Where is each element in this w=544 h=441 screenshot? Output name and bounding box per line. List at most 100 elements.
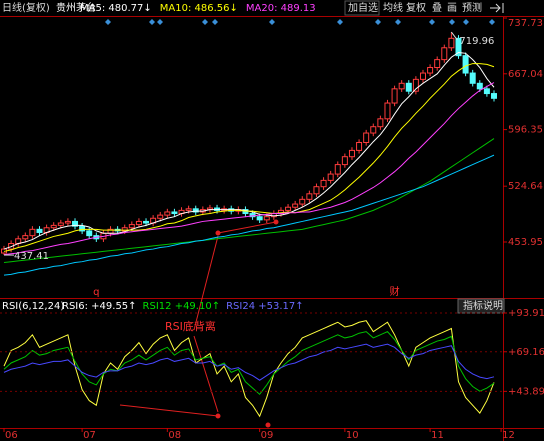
x-tick-label: 07	[83, 430, 96, 441]
toolbar-button[interactable]: 叠	[432, 2, 442, 14]
high-label: 719.96	[459, 36, 494, 47]
candle-body	[469, 72, 476, 84]
candle-body	[448, 37, 455, 49]
y-tick-label: +69.16	[508, 347, 544, 358]
candle-body	[50, 224, 57, 229]
candle-body	[363, 132, 370, 144]
indicator-title: RSI(6,12,24)	[2, 301, 64, 312]
candle-body	[441, 47, 448, 61]
toolbar: 加自选 均线 复权 叠 画 预测	[344, 0, 504, 16]
candle-body	[327, 173, 334, 181]
candle-body	[57, 222, 64, 226]
candle-body	[476, 82, 483, 90]
event-annotation: q	[93, 287, 99, 298]
toolbar-button[interactable]: 均线	[383, 1, 403, 14]
candle-body	[334, 164, 341, 175]
candle-body	[398, 82, 405, 90]
high-pointer	[450, 31, 458, 41]
legend-entry: RSI24 +53.17↑	[226, 301, 304, 312]
candle-body	[143, 220, 150, 224]
candle-body	[384, 102, 391, 120]
toolbar-button[interactable]: 画	[447, 3, 457, 14]
legend-entry: MA20: 489.13	[246, 3, 316, 14]
candle-body	[370, 126, 377, 134]
candle-body	[412, 78, 419, 92]
candle-body	[36, 228, 43, 233]
divergence-label: RSI底背离	[165, 319, 216, 333]
candle-body	[391, 88, 398, 104]
candle-body	[249, 213, 256, 218]
candle-body	[419, 72, 426, 80]
candle-body	[64, 220, 71, 224]
y-tick-label: 524.64	[508, 181, 543, 192]
event-markers	[105, 19, 495, 25]
candle-body	[462, 55, 469, 74]
candle-body	[377, 118, 384, 128]
toolbar-button[interactable]: 预测	[462, 1, 482, 14]
candle-body	[79, 225, 86, 232]
candle-body	[285, 206, 292, 211]
candle-body	[405, 82, 412, 92]
candle-body	[22, 235, 29, 240]
legend-entry: RSI12 +49.10↑	[143, 301, 221, 312]
x-tick-label: 08	[168, 430, 181, 441]
y-tick-label: 667.04	[508, 69, 543, 80]
candle-body	[86, 230, 93, 237]
candle-body	[263, 216, 270, 221]
candle-body	[299, 198, 306, 205]
button-frame	[344, 0, 380, 16]
period-label: 日线(复权)	[2, 1, 50, 14]
stock-name: 贵州茅台	[56, 1, 96, 14]
legend-entry: MA5: 480.77↓	[80, 3, 152, 14]
candle-body	[157, 214, 164, 219]
candle-body	[427, 67, 434, 74]
candle-body	[121, 227, 128, 232]
line	[3, 154, 495, 276]
divergence-lines	[119, 219, 279, 428]
x-tick-label: 09	[261, 430, 274, 441]
candle-body	[341, 156, 348, 166]
candle-body	[164, 211, 171, 216]
event-annotation: 财	[390, 285, 400, 298]
x-tick-label: 12	[502, 430, 515, 441]
candle-body	[135, 220, 142, 226]
candle-body	[455, 37, 462, 57]
line	[3, 331, 495, 396]
candle-body	[491, 93, 497, 99]
indicator-help-button[interactable]: 指标说明	[463, 299, 503, 312]
line	[3, 82, 495, 256]
candle-body	[320, 179, 327, 188]
y-tick-label: +93.91	[508, 308, 544, 319]
candle-body	[483, 88, 490, 95]
toolbar-button[interactable]: 复权	[406, 1, 426, 14]
candle-body	[185, 208, 192, 211]
low-label: 437.41	[14, 251, 49, 262]
candle-body	[72, 220, 79, 227]
candle-body	[128, 224, 135, 229]
x-tick-label: 10	[346, 430, 359, 441]
candle-body	[192, 208, 199, 213]
x-tick-label: 11	[431, 430, 444, 441]
y-tick-label: 737.73	[508, 18, 543, 29]
candle-body	[29, 228, 36, 237]
candle-body	[256, 216, 263, 221]
candle-body	[292, 203, 299, 208]
y-tick-label: 596.35	[508, 125, 543, 136]
candle-body	[356, 142, 363, 151]
legend-entry: RSI6: +49.55↑	[62, 301, 137, 312]
x-tick-label: 06	[5, 430, 18, 441]
legend-entry: MA10: 486.56↓	[160, 3, 238, 14]
toolbar-button[interactable]: 加自选	[348, 1, 378, 14]
line	[3, 138, 495, 263]
toolbar-icon[interactable]	[490, 3, 504, 13]
y-tick-label: +43.89	[508, 386, 544, 397]
y-tick-label: 453.95	[508, 237, 543, 248]
candle-body	[306, 193, 313, 200]
line	[3, 63, 495, 252]
candle-body	[313, 186, 320, 195]
line	[3, 343, 495, 381]
candle-body	[348, 149, 355, 158]
